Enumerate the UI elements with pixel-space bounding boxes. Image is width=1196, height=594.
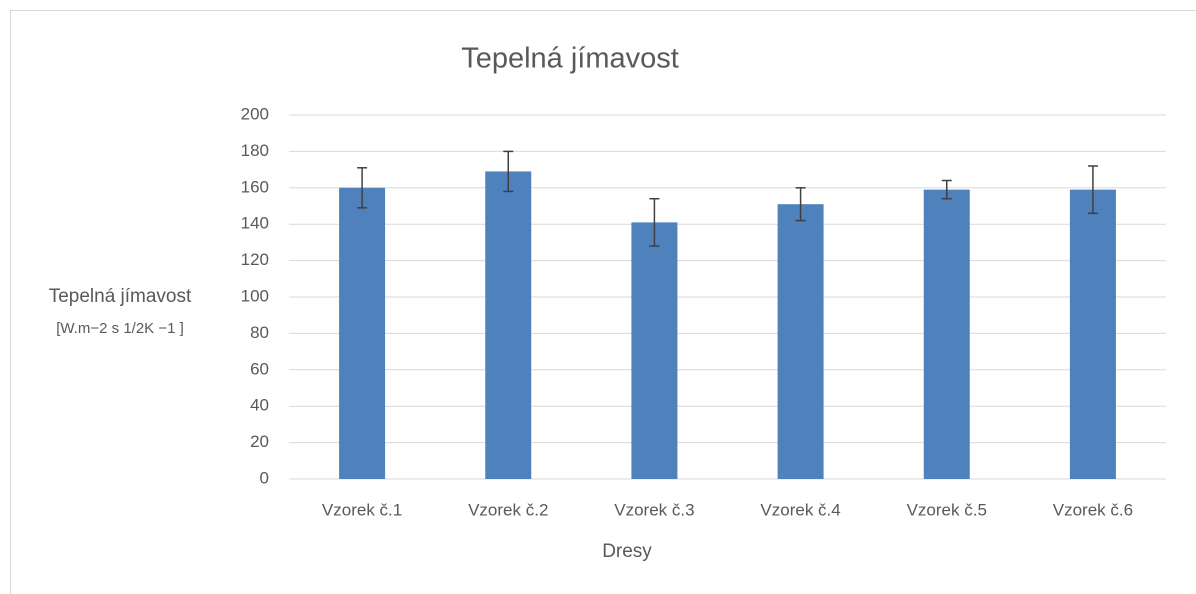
- y-tick-label: 140: [241, 214, 269, 233]
- error-bar: [503, 150, 514, 193]
- y-tick-label: 60: [250, 359, 269, 378]
- y-axis-units: [W.m−2 s 1/2K −1 ]: [56, 320, 184, 337]
- y-tick-label: 120: [241, 250, 269, 269]
- y-tick-label: 200: [241, 104, 269, 123]
- bar: [631, 222, 678, 479]
- y-tick-label: 180: [241, 141, 269, 160]
- error-bar: [941, 179, 952, 200]
- x-tick-label: Vzorek č.2: [468, 500, 548, 519]
- y-tick-label: 0: [260, 468, 269, 487]
- y-tick-label: 40: [250, 396, 269, 415]
- y-tick-label: 160: [241, 177, 269, 196]
- x-tick-label: Vzorek č.3: [614, 500, 694, 519]
- x-tick-label: Vzorek č.4: [760, 500, 840, 519]
- bar: [339, 187, 386, 480]
- bar: [923, 189, 970, 479]
- chart-title: Tepelná jímavost: [461, 43, 679, 75]
- x-axis-label: Dresy: [602, 541, 652, 562]
- bar: [1069, 189, 1116, 479]
- y-tick-label: 20: [250, 432, 269, 451]
- x-tick-label: Vzorek č.6: [1053, 500, 1133, 519]
- bar: [777, 204, 824, 479]
- x-tick-label: Vzorek č.5: [907, 500, 987, 519]
- error-bar: [649, 197, 660, 247]
- y-axis-label: Tepelná jímavost: [49, 286, 192, 307]
- y-tick-label: 80: [250, 323, 269, 342]
- bar: [485, 171, 532, 480]
- error-bar: [357, 167, 368, 209]
- chart-border: [10, 10, 1196, 594]
- x-tick-label: Vzorek č.1: [322, 500, 402, 519]
- y-tick-label: 100: [241, 286, 269, 305]
- error-bar: [795, 187, 806, 222]
- error-bar: [1087, 165, 1098, 215]
